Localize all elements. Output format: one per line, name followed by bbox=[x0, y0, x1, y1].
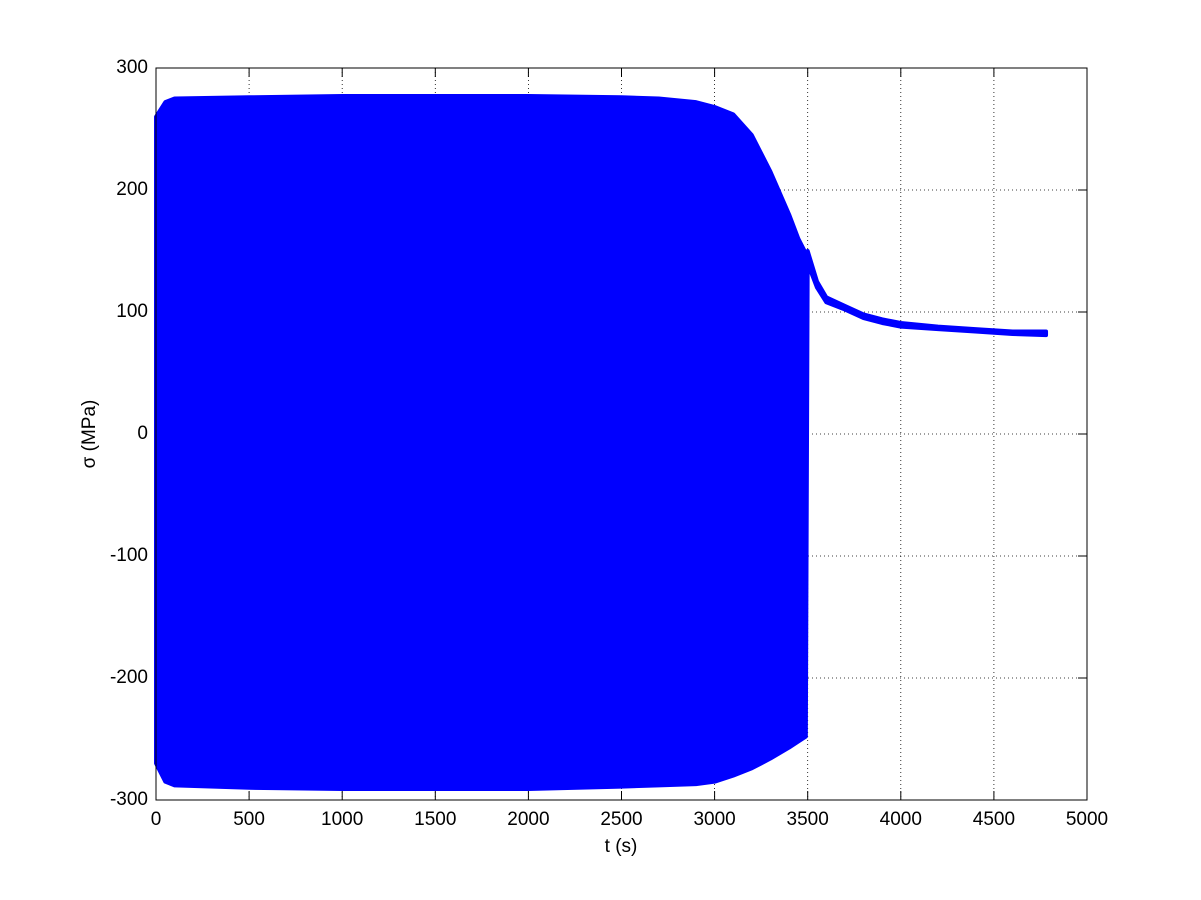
x-tick-label: 1500 bbox=[414, 809, 456, 830]
y-tick-label: -100 bbox=[110, 545, 148, 566]
y-tick-label: 300 bbox=[116, 57, 148, 78]
stress-band bbox=[154, 94, 1049, 792]
x-tick-label: 4500 bbox=[973, 809, 1015, 830]
plot-frame bbox=[155, 67, 1088, 801]
x-tick-label: 0 bbox=[151, 809, 162, 830]
y-tick-label: -200 bbox=[110, 667, 148, 688]
x-axis-label: t (s) bbox=[605, 836, 638, 857]
x-tick-label: 3500 bbox=[787, 809, 829, 830]
x-tick-label: 2000 bbox=[507, 809, 549, 830]
x-tick-label: 2500 bbox=[600, 809, 642, 830]
x-tick-label: 1000 bbox=[321, 809, 363, 830]
y-tick-label: 100 bbox=[116, 301, 148, 322]
y-axis-label: σ (MPa) bbox=[79, 400, 100, 469]
x-tick-label: 500 bbox=[233, 809, 265, 830]
x-tick-label: 5000 bbox=[1066, 809, 1108, 830]
y-tick-label: -300 bbox=[110, 789, 148, 810]
x-tick-label: 4000 bbox=[880, 809, 922, 830]
x-tick-label: 3000 bbox=[693, 809, 735, 830]
y-tick-label: 200 bbox=[116, 179, 148, 200]
y-tick-label: 0 bbox=[137, 423, 148, 444]
